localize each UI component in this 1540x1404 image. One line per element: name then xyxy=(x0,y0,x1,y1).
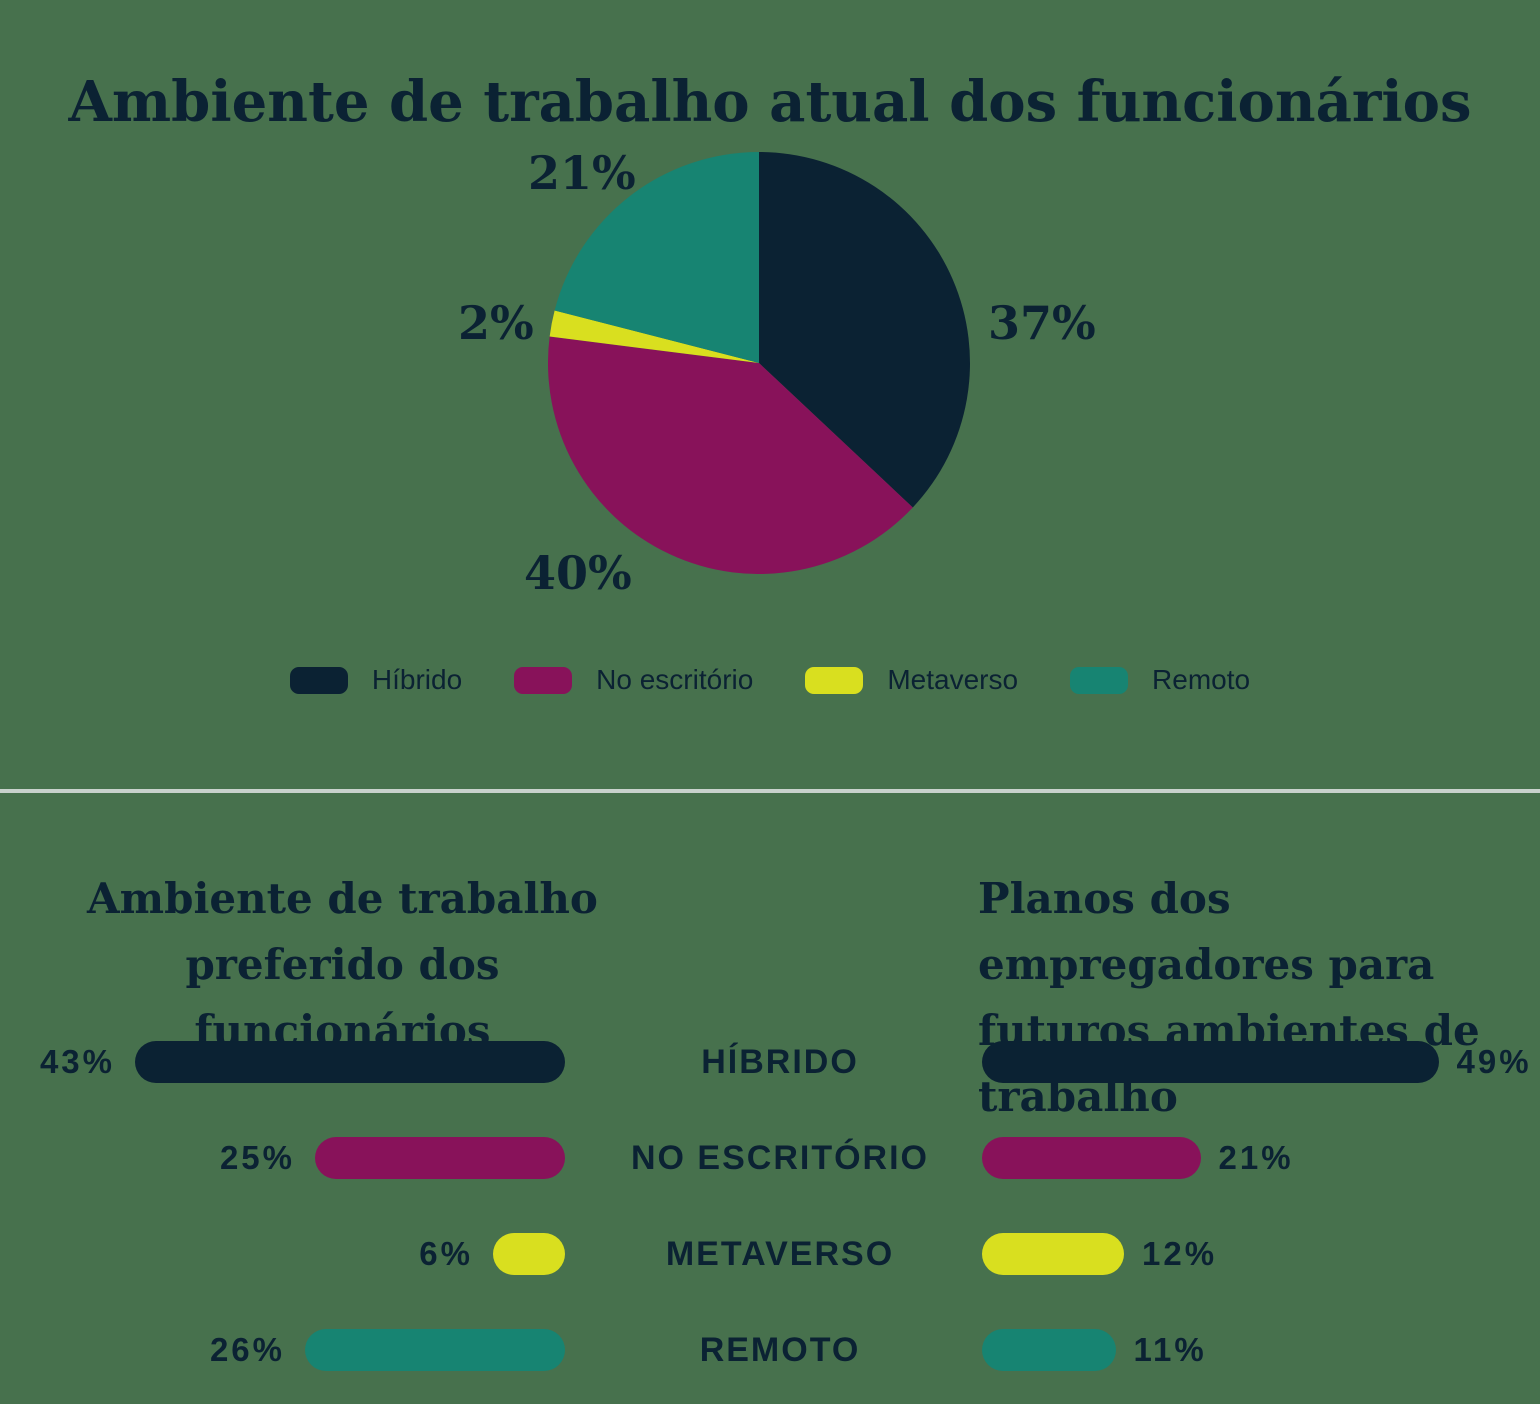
legend-swatch-remoto xyxy=(1070,666,1129,694)
right-bar-remoto xyxy=(982,1329,1116,1371)
pie-slice-label-remoto: 21% xyxy=(528,146,636,200)
right-bar-metaverso xyxy=(982,1233,1124,1275)
left-bar-value-remoto: 26% xyxy=(209,1331,285,1368)
legend-label-metaverso: Metaverso xyxy=(887,664,1019,695)
category-label-metaverso: METAVERSO xyxy=(665,1235,895,1273)
pie-legend: Híbrido No escritório Metaverso Remoto xyxy=(0,664,1540,696)
left-bar-row-hibrido: 43% xyxy=(40,1041,565,1083)
left-bar-metaverso xyxy=(493,1233,565,1275)
legend-item-remoto: Remoto xyxy=(1070,664,1250,696)
page-title: Ambiente de trabalho atual dos funcionár… xyxy=(68,68,1472,135)
right-bar-row-no-escritorio: 21% xyxy=(982,1137,1294,1179)
right-bar-no-escritorio xyxy=(982,1137,1201,1179)
right-bar-row-metaverso: 12% xyxy=(982,1233,1217,1275)
legend-label-remoto: Remoto xyxy=(1152,664,1251,695)
left-bar-row-remoto: 26% xyxy=(210,1329,565,1371)
pie-slice-1 xyxy=(547,336,913,575)
left-bar-value-hibrido: 43% xyxy=(39,1043,115,1080)
left-bar-no-escritorio xyxy=(315,1137,565,1179)
pie-slice-3 xyxy=(554,151,759,363)
section-divider xyxy=(0,789,1540,793)
right-chart-title-line1: Planos dos empregadores para xyxy=(978,874,1435,989)
left-bar-value-no-escritorio: 25% xyxy=(219,1139,295,1176)
pie-chart-wrap xyxy=(547,151,970,575)
legend-item-hibrido: Híbrido xyxy=(289,664,463,696)
right-bar-row-remoto: 11% xyxy=(982,1329,1207,1371)
right-bar-row-hibrido: 49% xyxy=(982,1041,1532,1083)
right-bar-hibrido xyxy=(982,1041,1439,1083)
pie-slice-label-metaverso: 2% xyxy=(458,296,534,350)
left-bar-row-metaverso: 6% xyxy=(419,1233,565,1275)
legend-swatch-metaverso xyxy=(805,666,864,694)
legend-item-metaverso: Metaverso xyxy=(805,664,1018,696)
right-bar-value-remoto: 11% xyxy=(1133,1331,1207,1368)
legend-label-no-escritorio: No escritório xyxy=(596,664,754,695)
left-bar-hibrido xyxy=(135,1041,565,1083)
category-label-no-escritorio: NO ESCRITÓRIO xyxy=(630,1139,930,1177)
left-bar-value-metaverso: 6% xyxy=(419,1235,473,1272)
legend-item-no-escritorio: No escritório xyxy=(514,664,753,696)
pie-chart xyxy=(547,151,970,575)
left-bar-remoto xyxy=(305,1329,565,1371)
pie-slice-2 xyxy=(549,310,759,363)
right-chart-title: Planos dos empregadores para futuros amb… xyxy=(978,866,1540,1130)
pie-slice-label-no-escritorio: 40% xyxy=(524,546,632,600)
legend-swatch-hibrido xyxy=(289,666,348,694)
pie-slice-0 xyxy=(759,152,970,508)
left-chart-title: Ambiente de trabalho preferido dos funci… xyxy=(55,866,630,1064)
legend-swatch-no-escritorio xyxy=(514,666,573,694)
left-chart-title-line1: Ambiente de trabalho xyxy=(87,874,598,923)
right-bar-value-no-escritorio: 21% xyxy=(1218,1139,1294,1176)
right-bar-value-hibrido: 49% xyxy=(1456,1043,1532,1080)
category-label-remoto: REMOTO xyxy=(699,1331,861,1369)
left-bar-row-no-escritorio: 25% xyxy=(220,1137,565,1179)
category-label-hibrido: HÍBRIDO xyxy=(701,1043,859,1081)
right-bar-value-metaverso: 12% xyxy=(1142,1235,1218,1272)
legend-label-hibrido: Híbrido xyxy=(371,664,463,695)
pie-slice-label-hibrido: 37% xyxy=(988,296,1096,350)
